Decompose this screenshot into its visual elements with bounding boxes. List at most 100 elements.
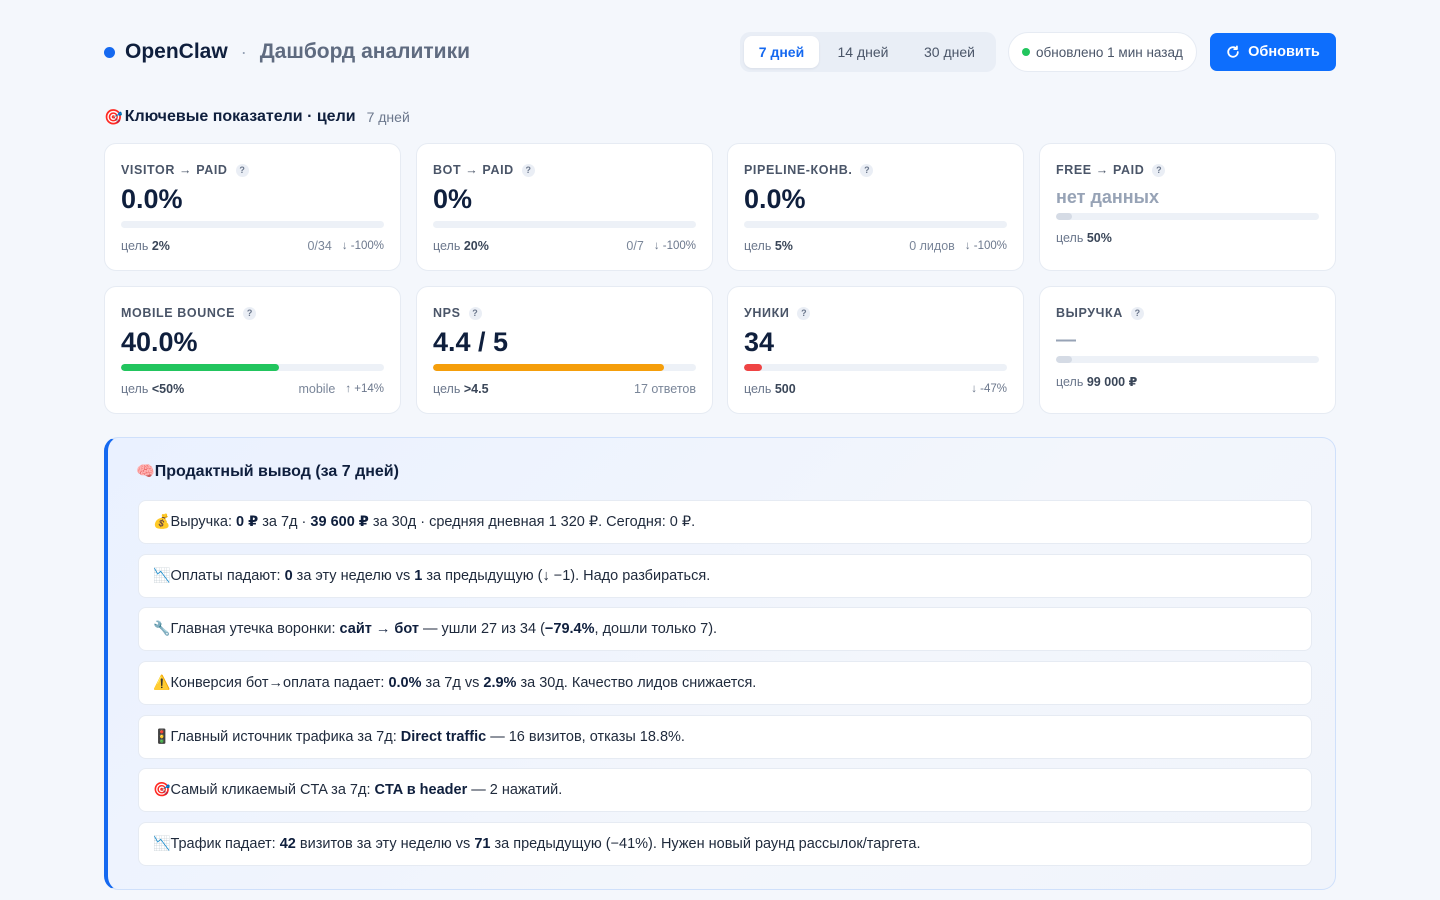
page-header: OpenClaw · Дашборд аналитики 7 дней 14 д…: [104, 32, 1336, 72]
chart-down-icon: 📉: [153, 836, 171, 852]
insight-row: 🚦 Главный источник трафика за 7д: Direct …: [138, 715, 1312, 759]
kpi-goal-prefix: цель: [744, 239, 772, 253]
insight-text: за эту неделю vs: [292, 568, 415, 584]
page-title: Дашборд аналитики: [259, 40, 471, 63]
kpi-card-free-paid: FREE → PAID? нет данных цель 50%: [1039, 143, 1336, 271]
kpi-section-title: 🎯 Ключевые показатели · цели 7 дней: [104, 104, 410, 130]
kpi-goal: цель 50%: [1056, 231, 1112, 245]
insight-text: Выручка:: [170, 514, 237, 530]
kpi-label-text: PIPELINE-КОНВ.: [744, 163, 853, 177]
brand-name: OpenClaw: [125, 40, 228, 63]
kpi-meta-group: 0/34 ↓ -100%: [307, 239, 384, 253]
insight-text: визитов за эту неделю vs: [295, 836, 475, 852]
kpi-label-text: VISITOR → PAID: [121, 163, 228, 177]
kpi-goal-prefix: цель: [433, 239, 461, 253]
kpi-delta: ↑ +14%: [345, 383, 384, 395]
kpi-progress-track: [1056, 213, 1319, 220]
kpi-progress-track: [433, 221, 696, 228]
insight-highlight: сайт → бот: [339, 621, 419, 637]
kpi-goal: цель >4.5: [433, 382, 489, 396]
help-icon[interactable]: ?: [1152, 163, 1166, 177]
help-icon[interactable]: ?: [468, 306, 482, 320]
kpi-footer: цель 50%: [1056, 231, 1319, 245]
kpi-goal: цель 2%: [121, 239, 170, 253]
kpi-goal: цель 5%: [744, 239, 793, 253]
insight-text: Самый кликаемый CTA за 7д:: [170, 782, 375, 798]
kpi-label: MOBILE BOUNCE?: [121, 306, 257, 320]
kpi-label-text: FREE → PAID: [1056, 163, 1145, 177]
kpi-label: УНИКИ?: [744, 306, 811, 320]
kpi-delta: ↓ -100%: [341, 240, 384, 252]
kpi-progress-track: [121, 364, 384, 371]
kpi-value: 4.4 / 5: [433, 327, 509, 357]
kpi-footer: цель 500 ↓ -47%: [744, 382, 1007, 396]
kpi-value: 0%: [433, 184, 473, 214]
kpi-label-text: NPS: [433, 306, 461, 320]
kpi-progress-fill: [744, 364, 762, 371]
insight-highlight: 71: [474, 836, 491, 852]
kpi-goal-value: 5%: [774, 239, 793, 253]
kpi-footer: цель 2% 0/34 ↓ -100%: [121, 239, 384, 253]
kpi-footer: цель >4.5 17 ответов: [433, 382, 696, 396]
insight-highlight: 42: [279, 836, 296, 852]
kpi-footer: цель <50% mobile ↑ +14%: [121, 382, 384, 396]
tab-30-days[interactable]: 30 дней: [924, 44, 975, 60]
kpi-progress-track: [1056, 356, 1319, 363]
tab-14-days[interactable]: 14 дней: [837, 44, 889, 60]
kpi-label-text: BOT → PAID: [433, 163, 514, 177]
help-icon[interactable]: ?: [243, 306, 257, 320]
brand: OpenClaw · Дашборд аналитики: [104, 32, 470, 72]
kpi-goal-prefix: цель: [744, 382, 772, 396]
help-icon[interactable]: ?: [797, 306, 811, 320]
tab-7-days[interactable]: 7 дней: [744, 36, 819, 68]
kpi-goal: цель 99 000 ₽: [1056, 374, 1137, 389]
help-icon[interactable]: ?: [521, 163, 535, 177]
target-icon: 🎯: [104, 108, 123, 126]
help-icon[interactable]: ?: [235, 163, 249, 177]
insights-title: 🧠Продактный вывод (за 7 дней): [136, 462, 399, 481]
insight-row: ⚠️ Конверсия бот→оплата падает: 0.0% за 7…: [138, 661, 1312, 705]
kpi-label-text: MOBILE BOUNCE: [121, 306, 236, 320]
insight-text: , дошли только 7).: [594, 621, 718, 637]
insight-row: 💰 Выручка: 0 ₽ за 7д · 39 600 ₽ за 30д · …: [138, 500, 1312, 544]
kpi-meta-group: 0/7 ↓ -100%: [626, 239, 696, 253]
kpi-card-visitor-paid: VISITOR → PAID? 0.0% цель 2% 0/34 ↓ -100%: [104, 143, 401, 271]
help-icon[interactable]: ?: [1130, 306, 1144, 320]
refresh-icon: [1227, 45, 1239, 58]
kpi-meta: 0 лидов: [909, 239, 955, 253]
kpi-label: NPS?: [433, 306, 482, 320]
brain-icon: 🧠: [136, 462, 155, 480]
kpi-footer: цель 99 000 ₽: [1056, 374, 1319, 389]
kpi-footer: цель 5% 0 лидов ↓ -100%: [744, 239, 1007, 253]
warning-icon: ⚠️: [153, 675, 171, 691]
insight-highlight: 0: [284, 568, 293, 584]
insight-row: 📉 Трафик падает: 42 визитов за эту неделю…: [138, 822, 1312, 866]
traffic-light-icon: 🚦: [153, 729, 171, 745]
kpi-goal-value: 50%: [1086, 231, 1112, 245]
insight-text: Главная утечка воронки:: [170, 621, 340, 637]
insight-highlight: −79.4%: [544, 621, 595, 637]
target-icon: 🎯: [153, 782, 171, 798]
refresh-button-label: Обновить: [1248, 44, 1320, 60]
insight-text: за предыдущую (−41%). Нужен новый раунд …: [490, 836, 921, 852]
kpi-value: —: [1056, 329, 1076, 351]
period-tabs: 7 дней 14 дней 30 дней: [740, 32, 996, 72]
kpi-label: FREE → PAID?: [1056, 163, 1166, 177]
kpi-goal: цель 20%: [433, 239, 489, 253]
brand-separator: ·: [240, 41, 247, 62]
kpi-delta: ↓ -47%: [971, 383, 1007, 395]
insight-text: за 7д vs: [421, 675, 484, 691]
insight-highlight: 0 ₽: [236, 514, 259, 530]
kpi-goal-prefix: цель: [121, 382, 149, 396]
insights-heading: Продактный вывод (за 7 дней): [154, 463, 399, 480]
insight-highlight: Direct traffic: [400, 729, 487, 745]
kpi-goal-value: <50%: [151, 382, 185, 396]
kpi-meta-group: ↓ -47%: [961, 383, 1007, 395]
kpi-value: нет данных: [1056, 187, 1160, 207]
refresh-button[interactable]: Обновить: [1210, 33, 1336, 71]
kpi-progress-fill: [433, 364, 665, 371]
help-icon[interactable]: ?: [860, 163, 874, 177]
kpi-card-bot-paid: BOT → PAID? 0% цель 20% 0/7 ↓ -100%: [416, 143, 713, 271]
insight-text: Главный источник трафика за 7д:: [170, 729, 401, 745]
kpi-card-nps: NPS? 4.4 / 5 цель >4.5 17 ответов: [416, 286, 713, 414]
